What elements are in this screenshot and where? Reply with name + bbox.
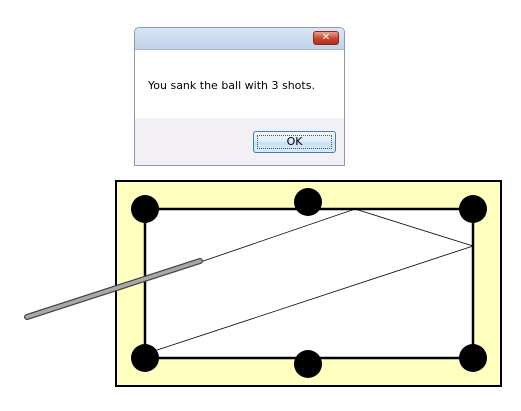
close-icon: ✕ — [321, 32, 331, 43]
ball-trajectory — [144, 208, 475, 355]
close-button[interactable]: ✕ — [313, 31, 339, 45]
dialog-footer: OK — [135, 118, 344, 165]
pocket-bottom-middle — [294, 350, 322, 378]
dialog-titlebar: ✕ — [135, 28, 344, 50]
pocket-top-right — [459, 195, 487, 223]
dialog-message: You sank the ball with 3 shots. — [148, 79, 315, 92]
ok-button-label: OK — [286, 135, 303, 148]
cue-stick[interactable] — [24, 258, 203, 320]
dialog-content: You sank the ball with 3 shots. — [135, 50, 344, 118]
result-dialog: ✕ You sank the ball with 3 shots. OK — [134, 27, 345, 166]
table-felt — [143, 207, 475, 360]
pocket-top-left — [131, 195, 159, 223]
pocket-bottom-left — [131, 344, 159, 372]
pocket-bottom-right — [459, 344, 487, 372]
pocket-top-middle — [294, 188, 322, 216]
ok-button[interactable]: OK — [253, 131, 336, 153]
